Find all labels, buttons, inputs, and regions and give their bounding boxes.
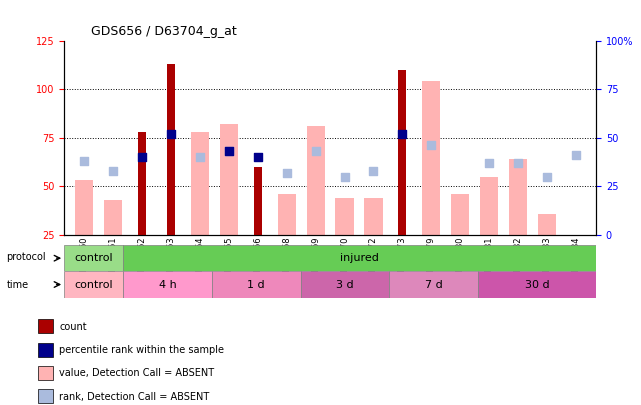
Bar xyxy=(480,177,498,284)
Bar xyxy=(364,198,383,284)
Bar xyxy=(422,81,440,284)
Text: protocol: protocol xyxy=(6,252,46,262)
Bar xyxy=(138,132,146,284)
Bar xyxy=(104,200,122,284)
Point xyxy=(79,158,90,164)
Point xyxy=(513,160,523,166)
Point xyxy=(108,168,119,174)
Point xyxy=(369,168,379,174)
Point xyxy=(542,173,552,180)
Text: 4 h: 4 h xyxy=(159,279,176,290)
Point xyxy=(570,152,581,158)
Point xyxy=(166,130,176,137)
Text: 7 d: 7 d xyxy=(425,279,442,290)
Text: percentile rank within the sample: percentile rank within the sample xyxy=(60,345,224,355)
Point xyxy=(137,154,147,160)
Bar xyxy=(335,198,354,284)
Point xyxy=(484,160,494,166)
FancyBboxPatch shape xyxy=(389,271,478,298)
Bar xyxy=(538,213,556,284)
Bar xyxy=(38,389,53,403)
Text: injured: injured xyxy=(340,253,379,263)
Point xyxy=(340,173,350,180)
Text: 1 d: 1 d xyxy=(247,279,265,290)
Text: value, Detection Call = ABSENT: value, Detection Call = ABSENT xyxy=(60,368,215,378)
Point xyxy=(397,130,408,137)
Bar xyxy=(75,181,94,284)
Bar xyxy=(451,194,469,284)
Bar xyxy=(38,343,53,356)
Text: rank, Detection Call = ABSENT: rank, Detection Call = ABSENT xyxy=(60,392,210,402)
FancyBboxPatch shape xyxy=(64,245,123,271)
Bar xyxy=(220,124,238,284)
Text: control: control xyxy=(74,279,113,290)
Bar xyxy=(38,366,53,380)
Text: 3 d: 3 d xyxy=(336,279,354,290)
FancyBboxPatch shape xyxy=(212,271,301,298)
Bar xyxy=(278,194,296,284)
Point xyxy=(224,148,234,155)
Point xyxy=(281,169,292,176)
FancyBboxPatch shape xyxy=(123,271,212,298)
Bar xyxy=(254,167,262,284)
Point xyxy=(426,142,437,149)
Text: time: time xyxy=(6,280,29,290)
Bar xyxy=(167,64,175,283)
Text: 30 d: 30 d xyxy=(525,279,549,290)
Point xyxy=(253,154,263,160)
Bar xyxy=(509,159,527,284)
Bar xyxy=(38,319,53,333)
Bar xyxy=(191,132,209,284)
Bar xyxy=(398,70,406,284)
Bar xyxy=(306,126,325,284)
Text: count: count xyxy=(60,322,87,332)
FancyBboxPatch shape xyxy=(123,245,596,271)
Text: control: control xyxy=(74,253,113,263)
Text: GDS656 / D63704_g_at: GDS656 / D63704_g_at xyxy=(91,25,237,38)
Point xyxy=(195,154,205,160)
FancyBboxPatch shape xyxy=(64,271,123,298)
FancyBboxPatch shape xyxy=(301,271,389,298)
Point xyxy=(224,148,234,155)
Point xyxy=(310,148,320,155)
FancyBboxPatch shape xyxy=(478,271,596,298)
